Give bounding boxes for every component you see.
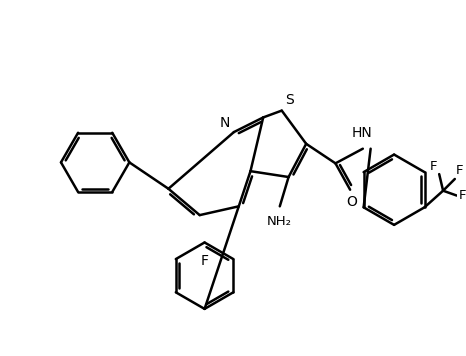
Text: F: F	[459, 189, 466, 202]
Text: F: F	[200, 254, 209, 268]
Text: O: O	[347, 195, 357, 209]
Text: S: S	[285, 93, 294, 107]
Text: F: F	[430, 160, 437, 173]
Text: HN: HN	[351, 126, 372, 140]
Text: N: N	[219, 116, 230, 130]
Text: NH₂: NH₂	[266, 215, 291, 228]
Text: F: F	[456, 164, 463, 177]
